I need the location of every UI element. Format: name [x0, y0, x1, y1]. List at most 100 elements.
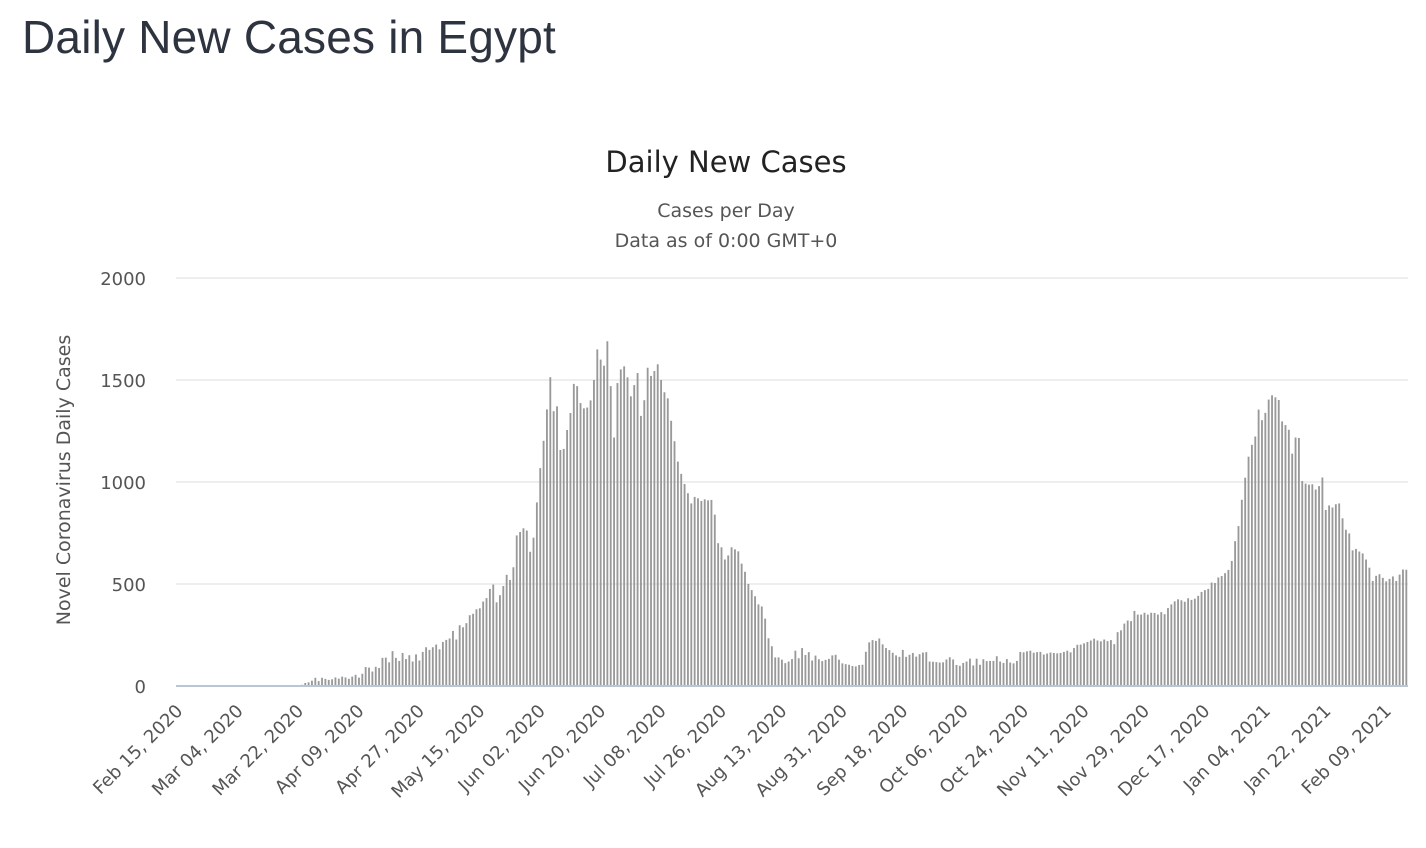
bar	[1297, 437, 1300, 686]
bar	[1046, 653, 1049, 686]
bar	[777, 657, 780, 686]
bar	[770, 646, 773, 686]
bar	[1052, 652, 1055, 686]
bar	[1244, 477, 1247, 686]
bar	[848, 664, 850, 686]
bar	[814, 655, 817, 686]
y-tick-label: 0	[135, 677, 146, 698]
bar	[384, 657, 387, 686]
y-axis-label: Novel Coronavirus Daily Cases	[53, 335, 75, 626]
bar	[821, 661, 824, 686]
bar	[307, 682, 310, 686]
bar	[1109, 640, 1112, 686]
bar	[495, 602, 498, 686]
bar	[948, 657, 951, 686]
bar	[1173, 601, 1176, 686]
bar	[1254, 436, 1257, 686]
bar	[1197, 595, 1200, 686]
bar	[438, 649, 441, 686]
bar	[851, 666, 854, 686]
bar	[1193, 598, 1196, 686]
bar	[757, 604, 760, 686]
bar	[680, 473, 683, 686]
bar	[915, 656, 918, 686]
bar	[1200, 591, 1203, 686]
bar	[811, 660, 814, 686]
bar	[347, 678, 350, 686]
bar	[1358, 551, 1361, 686]
bar	[576, 386, 579, 686]
bar	[1163, 614, 1166, 686]
bar	[593, 380, 595, 686]
bar	[693, 496, 696, 686]
bar	[1264, 412, 1267, 686]
bar	[918, 654, 921, 686]
bar	[321, 677, 323, 686]
bar	[488, 588, 491, 686]
bar	[334, 677, 337, 686]
bar	[774, 657, 777, 686]
bar	[1224, 573, 1226, 686]
bar	[1234, 541, 1237, 686]
bar	[804, 654, 807, 686]
bar	[1230, 560, 1233, 686]
bar	[1368, 567, 1371, 686]
bar	[958, 665, 961, 686]
bar	[760, 606, 763, 686]
bar	[1116, 632, 1119, 686]
bar	[1073, 648, 1075, 686]
bar	[579, 403, 582, 686]
bar	[1083, 643, 1085, 686]
y-tick-label: 1000	[100, 473, 146, 494]
bar	[478, 608, 481, 686]
bar	[1331, 507, 1334, 686]
bar	[710, 499, 713, 686]
bar	[697, 498, 699, 686]
bar	[1203, 590, 1206, 686]
bar	[656, 364, 659, 686]
bar	[519, 531, 522, 686]
bar	[368, 667, 370, 686]
bar	[344, 677, 347, 686]
bar	[559, 449, 562, 686]
bar	[754, 596, 756, 686]
bar	[791, 659, 793, 686]
bar	[1277, 399, 1280, 686]
bar	[1398, 574, 1401, 686]
bar	[891, 652, 894, 686]
bar	[1365, 559, 1367, 686]
bar	[834, 654, 837, 686]
bar	[952, 659, 955, 686]
bar	[1304, 483, 1307, 686]
bar	[1009, 662, 1012, 686]
bar	[515, 535, 518, 686]
bar	[750, 590, 753, 686]
bar	[354, 674, 357, 686]
bar	[1177, 599, 1179, 686]
bar	[1156, 614, 1159, 686]
bar	[502, 586, 505, 686]
bar	[626, 377, 629, 686]
bar	[1220, 576, 1223, 686]
bar	[1019, 651, 1022, 686]
bar	[1341, 518, 1344, 686]
bar	[1207, 588, 1210, 686]
bar	[1150, 612, 1153, 686]
bar	[562, 448, 565, 686]
bar	[1291, 453, 1294, 686]
bar	[525, 530, 528, 686]
bar	[1153, 612, 1156, 686]
bar	[703, 499, 706, 686]
bar	[1311, 484, 1314, 686]
bar	[388, 662, 391, 686]
bar	[794, 650, 797, 686]
bar	[817, 659, 820, 686]
bar	[1287, 429, 1290, 686]
bar	[572, 383, 575, 686]
bar	[509, 579, 511, 686]
bar	[361, 673, 364, 686]
bar	[898, 656, 901, 686]
bar	[888, 650, 891, 686]
bar	[1378, 574, 1381, 686]
